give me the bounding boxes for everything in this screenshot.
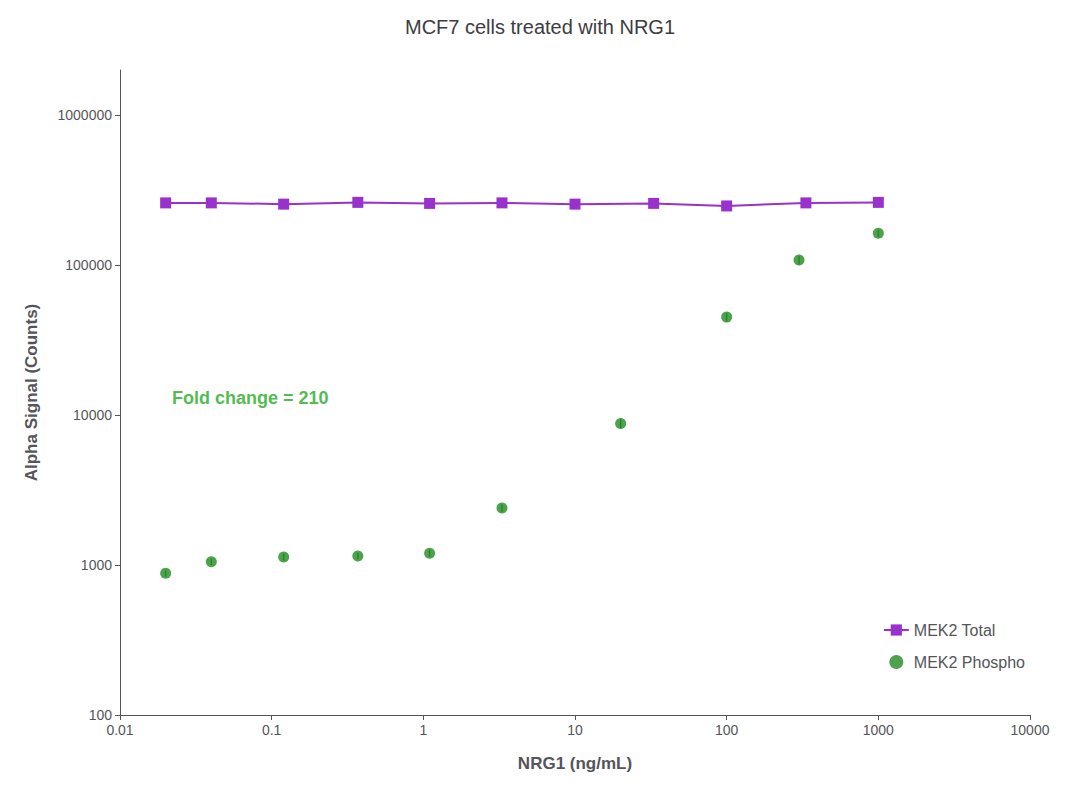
svg-text:100000: 100000 [65, 257, 112, 273]
svg-text:10000: 10000 [73, 407, 112, 423]
svg-text:10000: 10000 [1011, 722, 1050, 738]
svg-text:10: 10 [567, 722, 583, 738]
svg-text:Alpha Signal (Counts): Alpha Signal (Counts) [22, 304, 41, 482]
svg-text:0.1: 0.1 [262, 722, 282, 738]
svg-text:1000: 1000 [81, 557, 112, 573]
svg-text:0.01: 0.01 [106, 722, 133, 738]
svg-text:100: 100 [715, 722, 739, 738]
svg-text:MEK2 Phospho: MEK2 Phospho [914, 654, 1025, 671]
svg-text:NRG1 (ng/mL): NRG1 (ng/mL) [518, 754, 632, 773]
svg-text:Fold change = 210: Fold change = 210 [172, 388, 329, 408]
svg-text:MCF7 cells treated with NRG1: MCF7 cells treated with NRG1 [405, 16, 675, 38]
svg-text:100: 100 [89, 707, 113, 723]
svg-text:1000000: 1000000 [57, 107, 112, 123]
svg-text:1000: 1000 [863, 722, 894, 738]
svg-text:1: 1 [419, 722, 427, 738]
svg-text:MEK2 Total: MEK2 Total [914, 622, 996, 639]
